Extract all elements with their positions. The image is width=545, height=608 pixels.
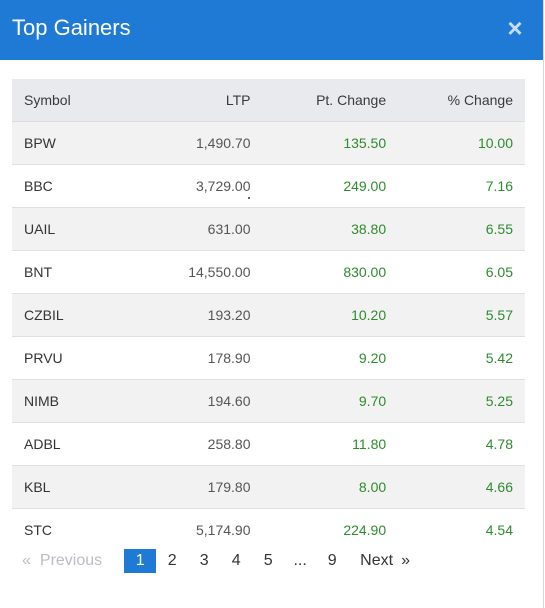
cell-pct-change: 6.55	[398, 207, 525, 251]
cell-pt-change: 830.00	[262, 250, 399, 294]
cell-pct-change: 4.66	[398, 465, 525, 509]
page-1-button[interactable]: 1	[124, 549, 157, 573]
cell-pt-change: 11.80	[262, 422, 399, 466]
cell-pt-change: 38.80	[262, 207, 399, 251]
page-5-button[interactable]: 5	[263, 552, 273, 569]
cell-symbol[interactable]: NIMB	[12, 379, 121, 423]
cell-pct-change: 7.16	[398, 164, 525, 208]
pagination: « Previous 1 2 3 4 5 ... 9 Next »	[12, 548, 410, 574]
cell-pct-change: 5.57	[398, 293, 525, 337]
cell-symbol[interactable]: PRVU	[12, 336, 121, 380]
cell-pt-change: 9.70	[262, 379, 399, 423]
table-row[interactable]: PRVU 178.90 9.20 5.42	[12, 336, 525, 380]
cell-pt-change: 10.20	[262, 293, 399, 337]
gainers-table: Symbol LTP Pt. Change % Change BPW 1,490.…	[12, 79, 525, 551]
cell-ltp: 194.60	[120, 379, 263, 423]
page-3-button[interactable]: 3	[199, 552, 209, 569]
cell-pt-change: 249.00	[262, 164, 399, 208]
double-right-arrow-icon: »	[401, 552, 410, 569]
table-row[interactable]: KBL 179.80 8.00 4.66	[12, 465, 525, 509]
cell-pt-change: 9.20	[262, 336, 399, 380]
table-row[interactable]: NIMB 194.60 9.70 5.25	[12, 379, 525, 423]
cell-ltp: 193.20	[120, 293, 263, 337]
double-left-arrow-icon: «	[22, 552, 31, 569]
stray-dot	[248, 197, 250, 199]
cell-ltp: 631.00	[120, 207, 263, 251]
previous-label: Previous	[39, 552, 103, 569]
header-pct-change[interactable]: % Change	[398, 79, 525, 122]
cell-symbol[interactable]: BBC	[12, 164, 121, 208]
cell-ltp: 3,729.00	[120, 164, 263, 208]
modal-header: Top Gainers ×	[0, 0, 543, 60]
table-row[interactable]: STC 5,174.90 224.90 4.54	[12, 508, 525, 551]
cell-pct-change: 6.05	[398, 250, 525, 294]
cell-ltp: 178.90	[120, 336, 263, 380]
page-4-button[interactable]: 4	[231, 552, 241, 569]
page-9-button[interactable]: 9	[327, 552, 337, 569]
table-row[interactable]: UAIL 631.00 38.80 6.55	[12, 207, 525, 251]
cell-pt-change: 8.00	[262, 465, 399, 509]
cell-symbol[interactable]: KBL	[12, 465, 121, 509]
page-2-button[interactable]: 2	[167, 552, 177, 569]
cell-symbol[interactable]: BNT	[12, 250, 121, 294]
close-icon[interactable]: ×	[507, 13, 523, 43]
cell-pt-change: 135.50	[262, 121, 399, 165]
table-row[interactable]: CZBIL 193.20 10.20 5.57	[12, 293, 525, 337]
next-label: Next	[360, 552, 394, 569]
previous-page-link[interactable]: « Previous	[12, 552, 102, 570]
cell-ltp: 258.80	[120, 422, 263, 466]
table-row[interactable]: BNT 14,550.00 830.00 6.05	[12, 250, 525, 294]
cell-pct-change: 10.00	[398, 121, 525, 165]
header-symbol[interactable]: Symbol	[12, 79, 121, 122]
cell-pct-change: 4.54	[398, 508, 525, 551]
table-row[interactable]: BPW 1,490.70 135.50 10.00	[12, 121, 525, 165]
cell-ltp: 5,174.90	[120, 508, 263, 551]
cell-ltp: 179.80	[120, 465, 263, 509]
cell-ltp: 1,490.70	[120, 121, 263, 165]
table-header-row: Symbol LTP Pt. Change % Change	[12, 79, 525, 122]
header-pt-change[interactable]: Pt. Change	[262, 79, 399, 122]
cell-symbol[interactable]: BPW	[12, 121, 121, 165]
cell-symbol[interactable]: UAIL	[12, 207, 121, 251]
cell-symbol[interactable]: CZBIL	[12, 293, 121, 337]
pagination-ellipsis: ...	[293, 552, 307, 569]
cell-pct-change: 5.42	[398, 336, 525, 380]
cell-ltp: 14,550.00	[120, 250, 263, 294]
cell-pct-change: 4.78	[398, 422, 525, 466]
header-ltp[interactable]: LTP	[120, 79, 263, 122]
modal-title: Top Gainers	[12, 15, 131, 40]
cell-symbol[interactable]: STC	[12, 508, 121, 551]
next-page-link[interactable]: Next »	[360, 552, 410, 570]
cell-pt-change: 224.90	[262, 508, 399, 551]
cell-pct-change: 5.25	[398, 379, 525, 423]
table-row[interactable]: ADBL 258.80 11.80 4.78	[12, 422, 525, 466]
table-row[interactable]: BBC 3,729.00 249.00 7.16	[12, 164, 525, 208]
cell-symbol[interactable]: ADBL	[12, 422, 121, 466]
